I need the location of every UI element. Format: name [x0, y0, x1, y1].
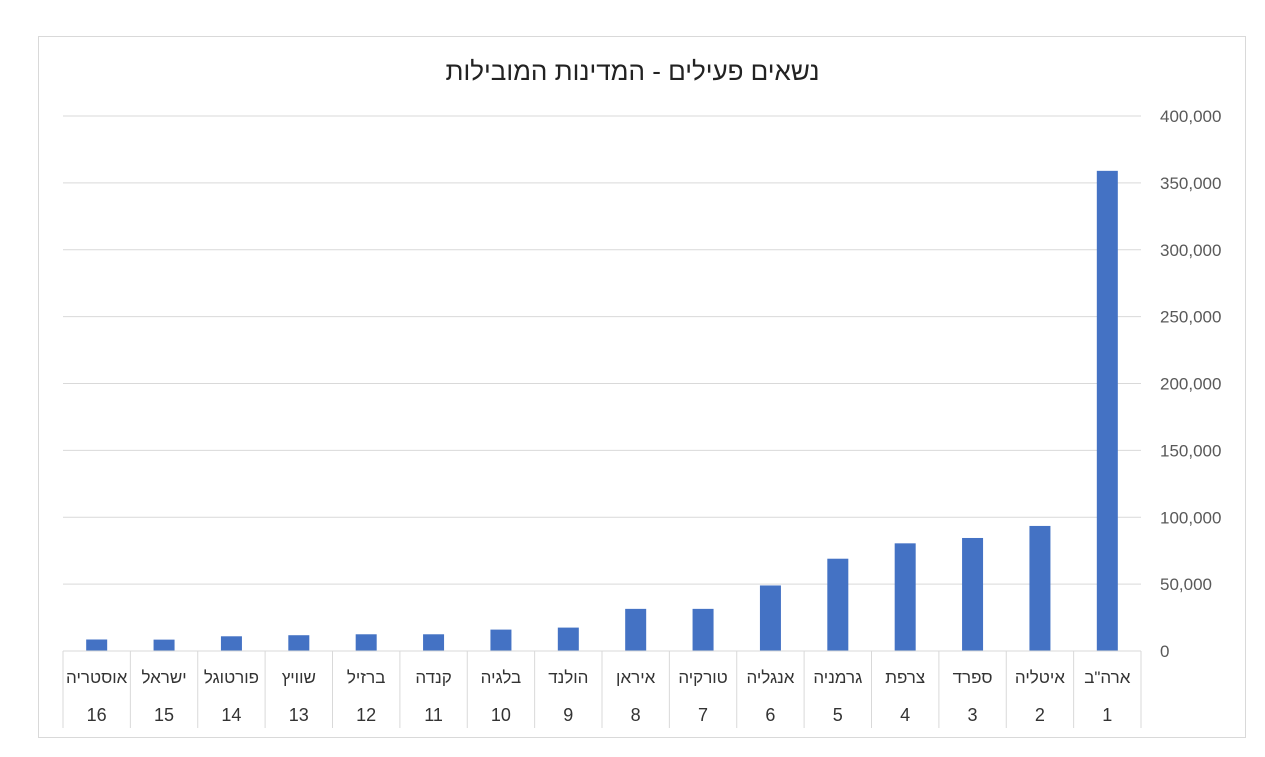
y-tick-label: 350,000 — [1160, 174, 1221, 193]
category-label: שוויץ — [282, 668, 316, 687]
bar — [625, 608, 647, 651]
gridlines — [63, 115, 1141, 585]
category-label: טורקיה — [678, 668, 727, 687]
rank-label: 6 — [765, 705, 775, 725]
bar — [894, 543, 916, 651]
rank-label: 16 — [87, 705, 107, 725]
bar — [1029, 525, 1051, 651]
bar — [153, 639, 175, 651]
y-tick-label: 200,000 — [1160, 375, 1221, 394]
category-label: קנדה — [415, 668, 451, 687]
rank-label: 10 — [491, 705, 511, 725]
rank-label: 8 — [631, 705, 641, 725]
y-tick-label: 0 — [1160, 642, 1169, 661]
rank-label: 7 — [698, 705, 708, 725]
category-label: ברזיל — [347, 668, 386, 687]
y-tick-label: 150,000 — [1160, 441, 1221, 460]
rank-label: 12 — [356, 705, 376, 725]
rank-label: 5 — [833, 705, 843, 725]
y-tick-label: 300,000 — [1160, 241, 1221, 260]
category-label: אנגליה — [746, 668, 794, 687]
chart-title: נשאים פעילים - המדינות המובילות — [445, 56, 820, 86]
category-label: אוסטריה — [66, 668, 128, 687]
bar — [423, 634, 445, 651]
bar — [355, 634, 377, 651]
category-axis — [62, 650, 1142, 728]
bar — [759, 585, 781, 651]
rank-label: 9 — [563, 705, 573, 725]
bar — [490, 629, 512, 651]
rank-label: 13 — [289, 705, 309, 725]
value-axis-ticks: 0 50,000 100,000 150,000 200,000 250,000 300,0… — [1160, 107, 1221, 661]
category-label: צרפת — [885, 668, 925, 687]
category-label: איטליה — [1015, 668, 1065, 687]
y-tick-label: 400,000 — [1160, 107, 1221, 126]
bar — [692, 608, 714, 651]
rank-label: 11 — [424, 705, 443, 725]
category-label: הולנד — [548, 668, 588, 687]
bar — [557, 627, 579, 651]
bar — [827, 558, 849, 651]
category-label: גרמניה — [813, 668, 862, 687]
category-label: בלגיה — [481, 668, 522, 687]
rank-label: 2 — [1035, 705, 1045, 725]
category-labels: ארה"ב 1 איטליה 2 ספרד 3 צרפת 4 גרמניה 5 אנגליה 6 טור… — [66, 668, 1131, 725]
category-label: ספרד — [953, 668, 993, 687]
rank-label: 14 — [221, 705, 241, 725]
rank-label: 1 — [1102, 705, 1112, 725]
category-label: ארה"ב — [1084, 668, 1131, 687]
bar — [220, 636, 242, 651]
y-tick-label: 100,000 — [1160, 508, 1221, 527]
rank-label: 4 — [900, 705, 910, 725]
y-tick-label: 250,000 — [1160, 308, 1221, 327]
category-label: ישראל — [141, 668, 186, 687]
bar — [962, 537, 984, 651]
bar — [86, 639, 108, 651]
rank-label: 3 — [968, 705, 978, 725]
category-label: איראן — [616, 668, 656, 687]
bar-series — [86, 170, 1118, 651]
category-label: פורטוגל — [204, 668, 259, 687]
y-tick-label: 50,000 — [1160, 575, 1212, 594]
rank-label: 15 — [154, 705, 174, 725]
bar — [288, 635, 310, 651]
bar — [1096, 170, 1118, 651]
